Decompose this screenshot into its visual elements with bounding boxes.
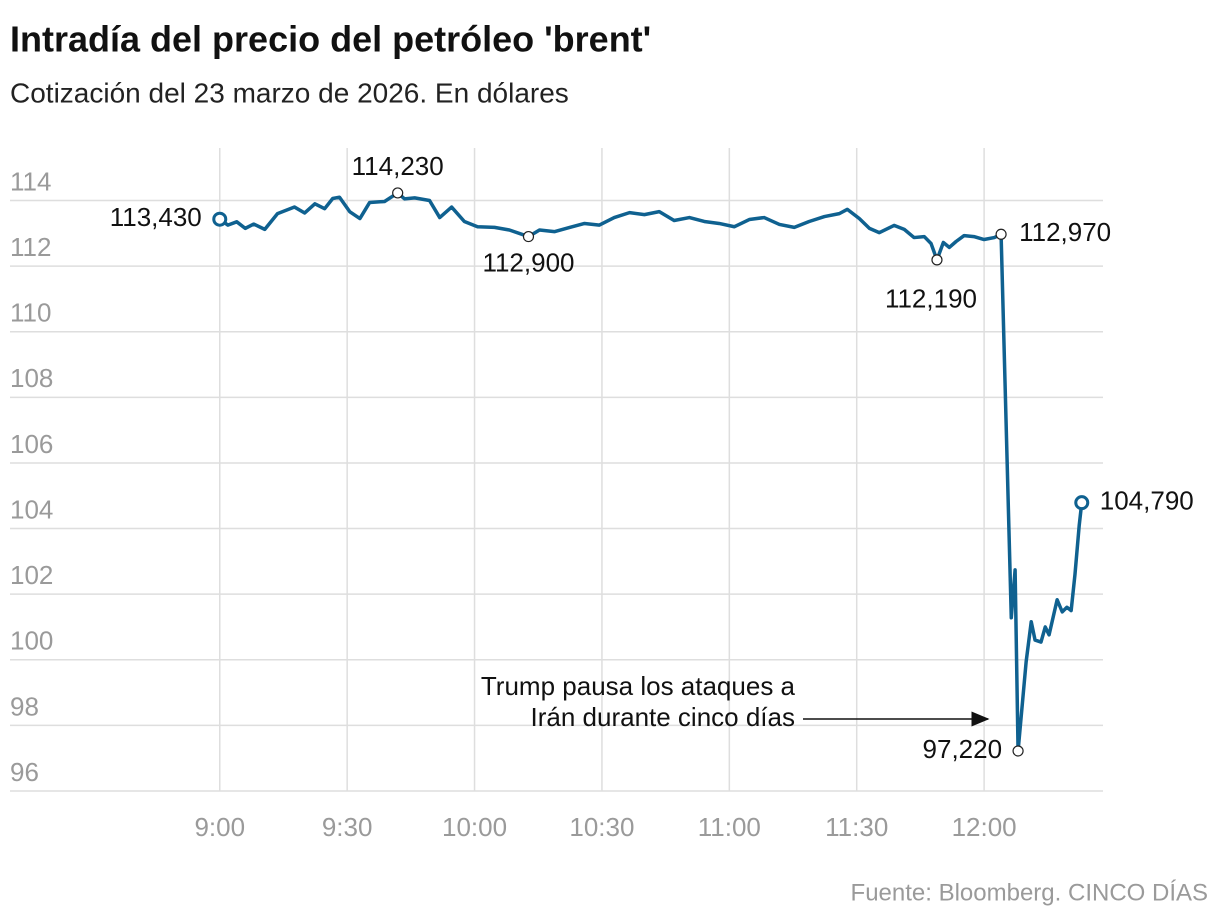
y-tick-label: 114 bbox=[10, 166, 51, 196]
y-tick-label: 98 bbox=[10, 691, 39, 721]
point-marker bbox=[1012, 745, 1024, 757]
point-marker bbox=[1074, 495, 1090, 511]
point-marker bbox=[522, 230, 535, 243]
data-label: 112,900 bbox=[482, 247, 574, 277]
point-marker bbox=[995, 228, 1007, 240]
source: Fuente: Bloomberg. CINCO DÍAS bbox=[851, 879, 1208, 906]
y-tick-label: 104 bbox=[10, 494, 53, 524]
y-tick-label: 110 bbox=[10, 298, 51, 328]
x-tick-label: 9:30 bbox=[322, 812, 373, 842]
y-tick-label: 112 bbox=[10, 232, 51, 262]
x-tick-label: 11:30 bbox=[825, 812, 888, 842]
chart-title: Intradía del precio del petróleo 'brent' bbox=[10, 19, 651, 60]
y-tick-label: 102 bbox=[10, 560, 53, 590]
point-marker bbox=[931, 254, 943, 266]
y-tick-label: 108 bbox=[10, 363, 53, 393]
annotation: Trump pausa los ataques a bbox=[481, 671, 796, 701]
y-tick-label: 106 bbox=[10, 429, 53, 459]
x-tick-label: 11:00 bbox=[698, 812, 761, 842]
data-label: 112,970 bbox=[1019, 217, 1111, 247]
data-label: 113,430 bbox=[110, 202, 202, 232]
data-label: 97,220 bbox=[923, 734, 1003, 764]
x-tick-label: 12:00 bbox=[952, 812, 1017, 842]
data-label: 112,190 bbox=[885, 284, 977, 314]
chart-subtitle: Cotización del 23 marzo de 2026. En dóla… bbox=[10, 77, 569, 108]
point-marker bbox=[392, 187, 404, 199]
x-tick-label: 9:00 bbox=[194, 812, 245, 842]
x-tick-label: 10:30 bbox=[569, 812, 634, 842]
point-marker bbox=[212, 211, 228, 227]
data-label: 104,790 bbox=[1100, 486, 1194, 516]
y-tick-label: 96 bbox=[10, 757, 39, 787]
y-tick-label: 100 bbox=[10, 626, 53, 656]
line bbox=[218, 191, 1084, 753]
annotation: Irán durante cinco días bbox=[531, 702, 796, 732]
data-label: 114,230 bbox=[352, 151, 444, 181]
x-tick-label: 10:00 bbox=[442, 812, 507, 842]
